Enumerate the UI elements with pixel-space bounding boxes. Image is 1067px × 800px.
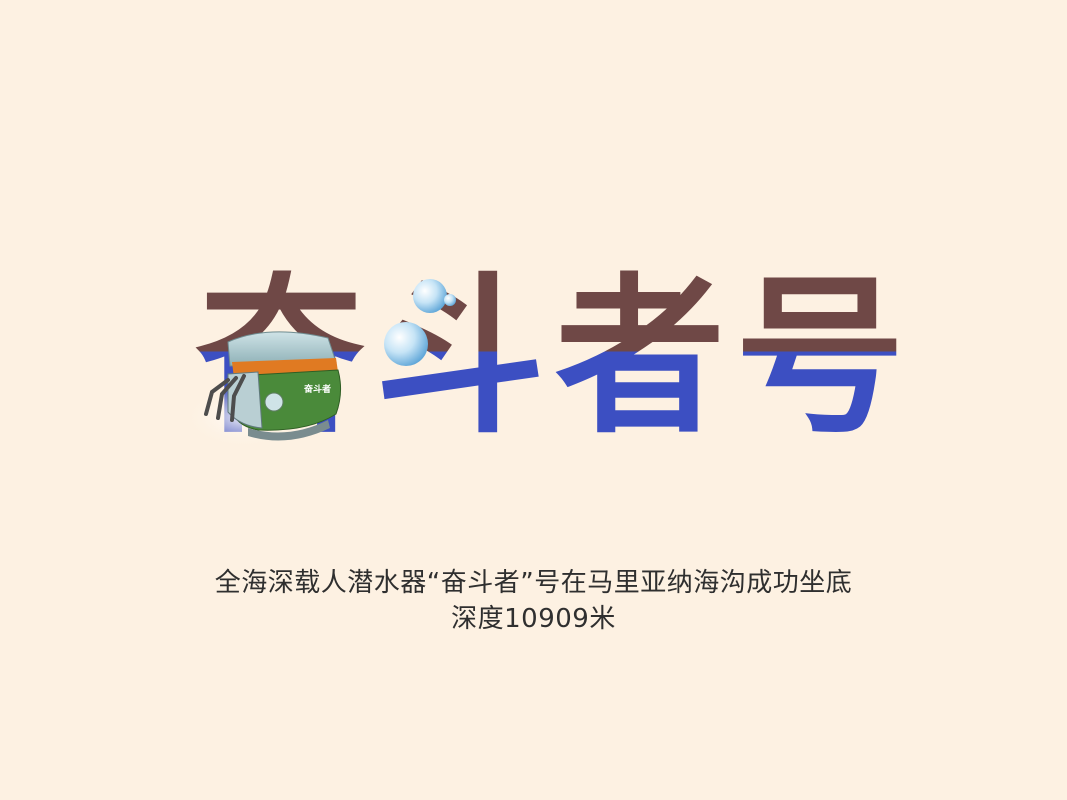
title-char-hao: 号 <box>730 262 910 452</box>
title-char-zhe: 者 <box>550 262 730 452</box>
submersible-icon: 奋斗者 <box>183 331 342 449</box>
bubbles-icon <box>384 279 456 366</box>
subtitle-line2: 深度10909米 <box>451 604 616 634</box>
hull-label: 奋斗者 <box>303 383 331 395</box>
subtitle-line1: 全海深载人潜水器“奋斗者”号在马里亚纳海沟成功坐底 <box>214 568 853 598</box>
title: 奋 斗 者 号 <box>190 262 910 452</box>
